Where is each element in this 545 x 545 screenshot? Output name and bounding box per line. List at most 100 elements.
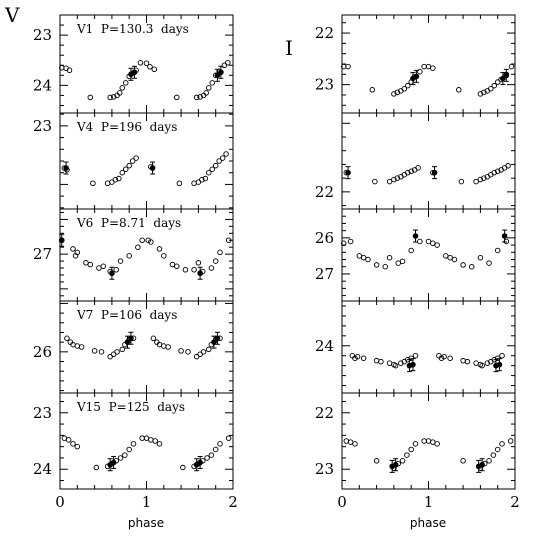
data-point <box>494 247 501 254</box>
data-point <box>126 253 132 259</box>
y-tick-label: 26 <box>33 343 52 361</box>
panel-frame <box>341 208 516 302</box>
panel-frame <box>341 300 516 394</box>
data-point <box>392 362 399 369</box>
data-point <box>494 79 501 85</box>
data-point-filled <box>214 335 221 342</box>
data-point <box>70 441 76 447</box>
data-point <box>412 352 419 359</box>
data-point <box>415 165 421 171</box>
data-point <box>74 343 81 349</box>
data-point <box>176 180 183 186</box>
data-point <box>202 175 209 182</box>
data-point <box>434 441 440 447</box>
data-point <box>223 151 229 157</box>
data-point <box>147 64 153 70</box>
data-point <box>206 169 212 176</box>
data-point <box>98 349 105 355</box>
data-point <box>391 176 397 183</box>
data-point <box>64 335 70 342</box>
data-point <box>486 458 492 464</box>
data-point <box>447 355 453 361</box>
data-point <box>112 176 119 183</box>
data-point <box>408 168 414 175</box>
data-point <box>151 66 158 73</box>
data-point <box>122 166 129 172</box>
data-point <box>193 94 200 101</box>
data-point <box>477 176 484 183</box>
panel-v15: 23 24 V15 P=125 days <box>33 392 234 490</box>
data-point <box>484 360 491 366</box>
data-point <box>369 87 376 93</box>
data-point <box>90 180 96 186</box>
data-point <box>87 94 94 101</box>
data-point <box>107 94 113 101</box>
panel-v7: 26 V7 P=106 days <box>33 300 234 394</box>
data-point <box>119 169 126 176</box>
data-point <box>114 349 120 355</box>
data-point <box>399 458 406 464</box>
data-point <box>343 438 350 444</box>
data-point <box>479 362 485 369</box>
data-point <box>458 178 465 185</box>
data-point <box>139 237 145 243</box>
y-tick-label: 24 <box>33 460 52 478</box>
data-point <box>225 435 232 441</box>
data-point <box>185 349 191 355</box>
data-point <box>378 358 384 365</box>
data-point <box>104 180 111 186</box>
data-point <box>200 349 207 355</box>
data-point <box>373 458 380 464</box>
data-point <box>456 87 462 93</box>
data-point-filled <box>345 169 351 176</box>
data-point <box>148 437 154 443</box>
data-point <box>150 335 157 342</box>
data-point <box>451 256 458 263</box>
data-point <box>119 85 126 91</box>
data-point <box>117 258 124 264</box>
data-point <box>156 246 163 252</box>
data-point <box>70 246 76 252</box>
data-point <box>404 452 410 458</box>
data-point <box>488 86 494 92</box>
data-point <box>148 239 154 245</box>
data-point <box>122 80 129 86</box>
x-tick-label: 1 <box>424 493 434 511</box>
data-point <box>208 265 215 271</box>
data-point-filled <box>496 361 503 368</box>
data-point <box>441 353 447 360</box>
y-tick-label: 23 <box>33 117 52 135</box>
data-point <box>143 60 150 66</box>
panel-i15: 22 23 <box>315 392 516 490</box>
data-point <box>219 155 226 161</box>
data-point <box>481 89 487 96</box>
data-point-filled <box>413 73 420 80</box>
data-point <box>491 169 497 176</box>
panel-i6: 26 27 <box>315 208 516 302</box>
data-point <box>408 446 414 453</box>
y-tick-label: 22 <box>315 404 334 422</box>
data-point <box>404 82 411 89</box>
panel-label: V1 P=130.3 days <box>76 22 189 36</box>
x-tick-label: 0 <box>337 493 347 511</box>
x-axis-label: phase <box>410 516 446 530</box>
data-point <box>394 175 401 181</box>
data-point <box>191 180 197 186</box>
y-tick-label: 27 <box>33 245 52 263</box>
data-point <box>209 166 215 172</box>
data-point <box>122 452 128 458</box>
data-point <box>161 343 167 349</box>
data-point-filled <box>431 169 438 176</box>
data-point <box>199 176 205 183</box>
data-point-filled <box>109 270 115 277</box>
y-tick-label: 24 <box>33 76 52 94</box>
data-point <box>91 348 98 354</box>
data-point <box>113 267 119 273</box>
y-tick-label: 26 <box>315 229 334 247</box>
plot-area: 23 24 V1 P=130.3 days 23 V4 P=196 days 27 V6 P… <box>33 14 520 511</box>
data-point <box>204 455 210 461</box>
data-point-filled <box>58 237 65 244</box>
data-point <box>412 441 419 447</box>
data-point <box>394 89 401 96</box>
